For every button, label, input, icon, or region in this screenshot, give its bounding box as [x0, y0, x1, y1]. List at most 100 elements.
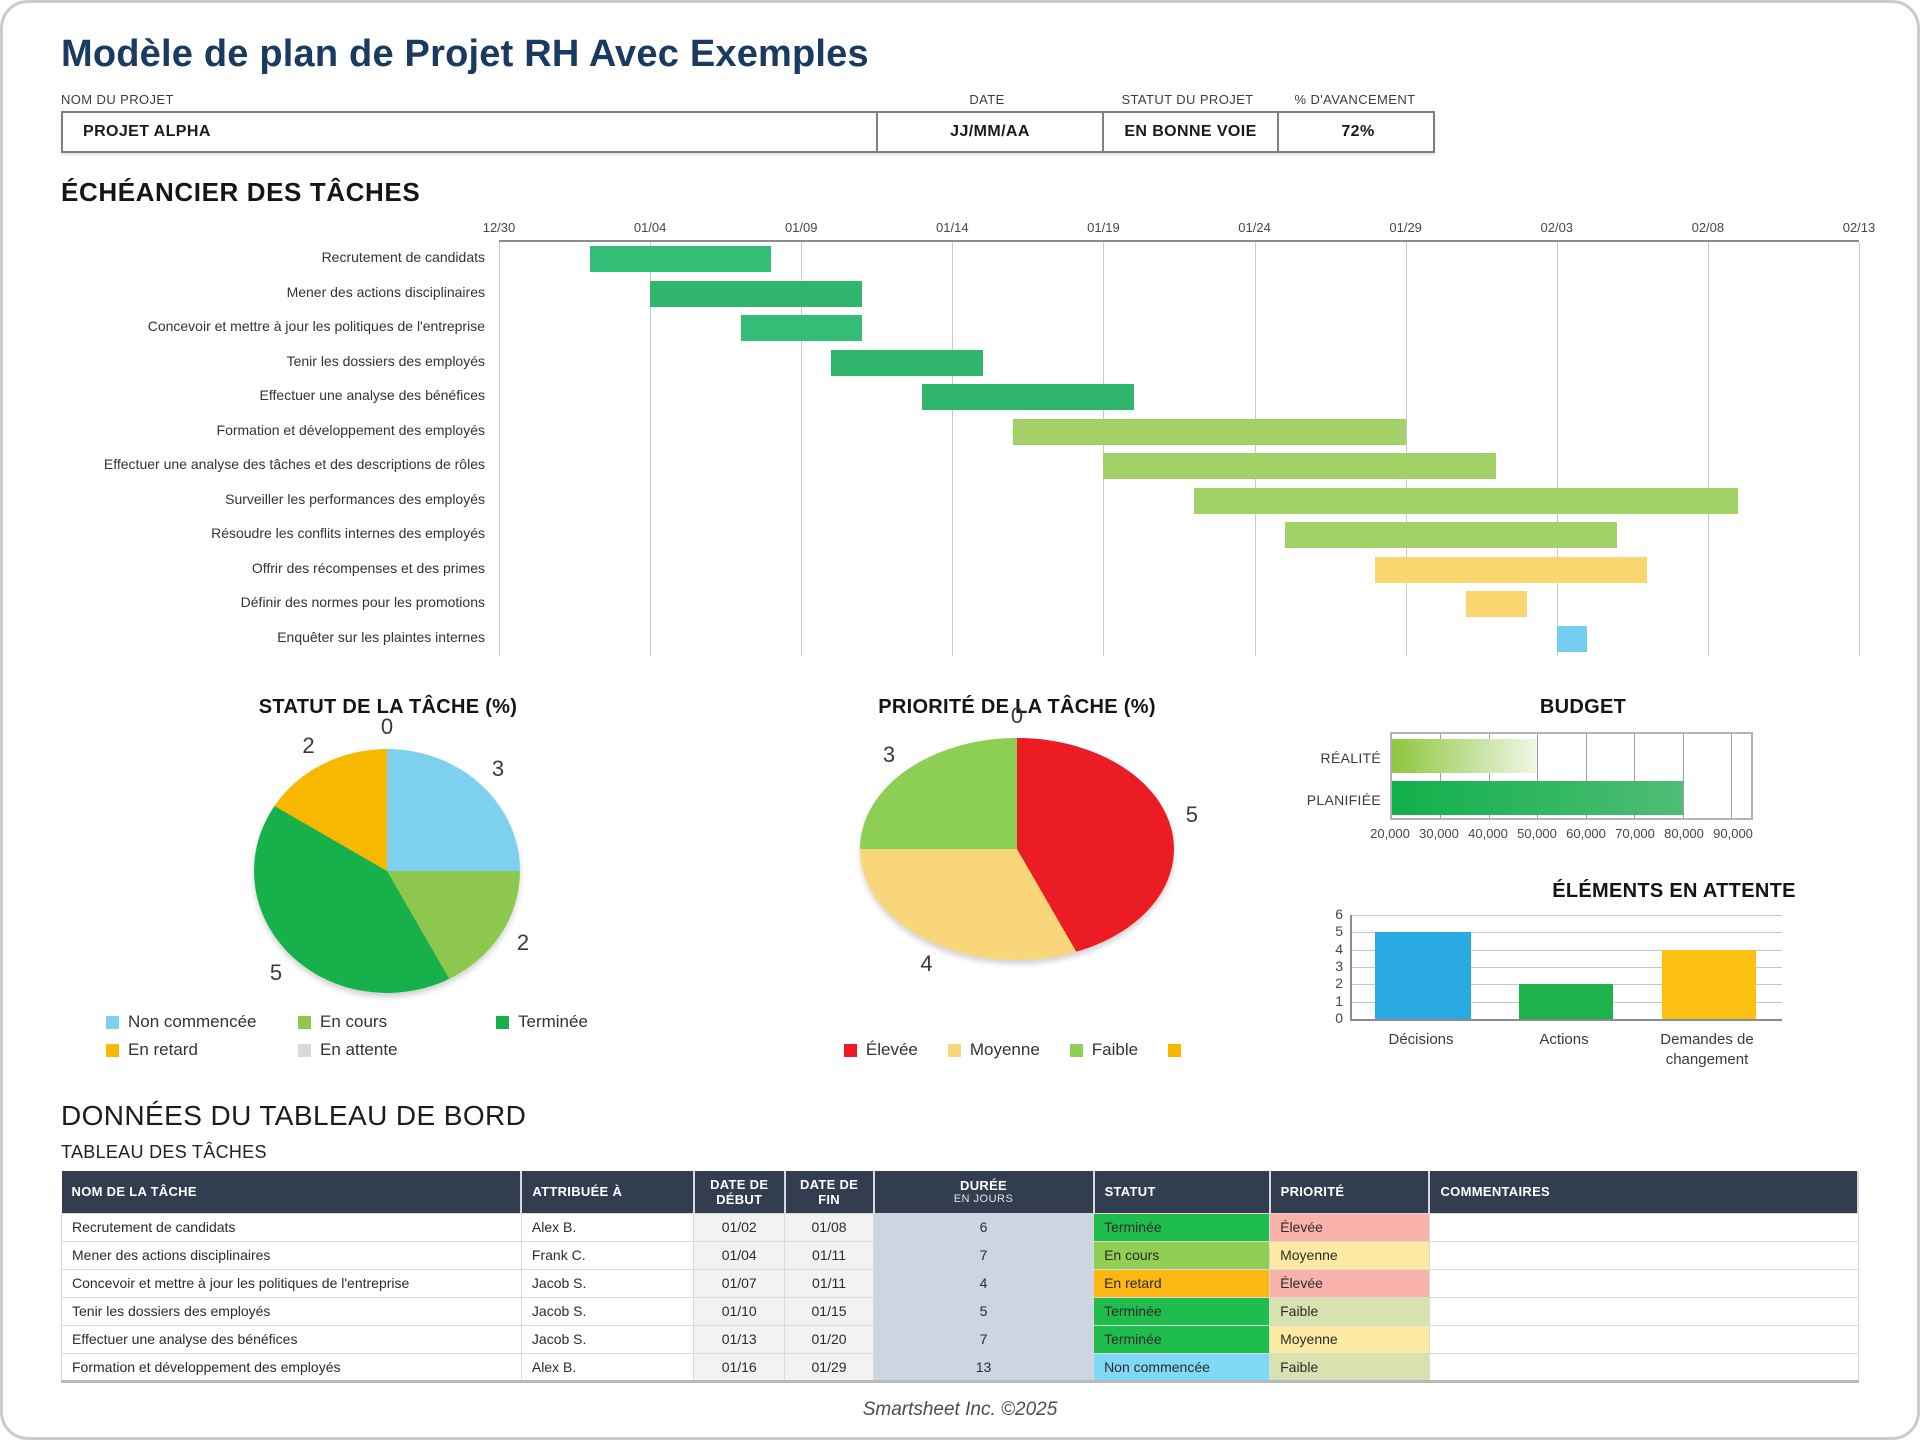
gantt-axis: 12/30 01/04 01/09 01/14 01/19 01/24 01/29 02/03… — [483, 218, 1876, 240]
gantt-axis-tick: 02/08 — [1691, 220, 1725, 235]
pending-y-tick: 4 — [1335, 940, 1343, 957]
budget-gridline — [1585, 734, 1587, 818]
cell-comments — [1428, 1352, 1859, 1382]
cell-duration: 6 — [872, 1212, 1095, 1242]
cell-start-date: 01/04 — [693, 1240, 786, 1270]
pie-slice-value: 0 — [1010, 703, 1024, 728]
cell-priority: Moyenne — [1269, 1324, 1430, 1354]
cell-assignee: Jacob S. — [520, 1268, 695, 1298]
cell-end-date: 01/20 — [784, 1324, 874, 1354]
project-name-value[interactable]: PROJET ALPHA — [83, 123, 211, 140]
status-pie-title: STATUT DE LA TÂCHE (%) — [258, 696, 518, 718]
budget-bar — [1392, 781, 1683, 815]
pending-y-tick: 1 — [1335, 992, 1343, 1009]
gantt-task-label: Concevoir et mettre à jour les politique… — [147, 318, 485, 335]
gantt-task-label: Tenir les dossiers des employés — [286, 352, 485, 369]
budget-axis-tick: 80,000 — [1664, 826, 1704, 841]
project-date-value[interactable]: JJ/MM/AA — [876, 113, 1102, 151]
gantt-axis-row: 12/30 01/04 01/09 01/14 01/19 01/24 01/29 02/03… — [61, 218, 1876, 240]
project-status-value[interactable]: EN BONNE VOIE — [1102, 113, 1277, 151]
pending-y-tick: 0 — [1335, 1010, 1343, 1026]
cell-start-date: 01/10 — [693, 1296, 786, 1326]
pending-x-tick: Actions — [1539, 1031, 1589, 1048]
legend-item: Moyenne — [947, 1040, 1040, 1060]
pie-slice-value: 3 — [491, 756, 505, 782]
gantt-gridline — [1707, 242, 1709, 656]
gantt-gridline — [1556, 242, 1558, 656]
table-row: Recrutement de candidats Alex B. 01/02 01/0… — [61, 1212, 1859, 1242]
gantt-bar — [1466, 591, 1527, 617]
budget-category-planned: PLANIFIÉE — [1306, 792, 1381, 808]
gantt-bar — [922, 384, 1134, 410]
pending-title: ÉLÉMENTS EN ATTENTE — [1552, 880, 1796, 902]
cell-comments — [1428, 1212, 1859, 1242]
budget-gridline — [1537, 734, 1539, 818]
cell-duration: 7 — [872, 1240, 1095, 1270]
project-date-label: DATE — [969, 92, 1005, 107]
gantt-axis-tick: 02/13 — [1842, 220, 1876, 235]
pending-gridline — [1352, 915, 1782, 916]
gantt-chart: 12/30 01/04 01/09 01/14 01/19 01/24 01/29 02/03… — [61, 218, 1876, 656]
col-duration: DURÉE EN JOURS — [873, 1171, 1095, 1213]
cell-status: En retard — [1093, 1268, 1271, 1298]
gantt-bar — [589, 246, 771, 272]
gantt-section-title: ÉCHÉANCIER DES TÂCHES — [61, 177, 421, 207]
cell-status: Terminée — [1093, 1296, 1271, 1326]
cell-task-name: Formation et développement des employés — [61, 1352, 522, 1382]
legend-item: En cours — [298, 1012, 496, 1032]
legend-swatch-icon — [106, 1043, 119, 1057]
priority-pie-graphic — [860, 738, 1174, 960]
legend-label: En cours — [320, 1012, 388, 1031]
col-comments: COMMENTAIRES — [1429, 1171, 1859, 1213]
cell-start-date: 01/02 — [693, 1212, 786, 1242]
cell-comments — [1428, 1240, 1859, 1270]
table-row: Mener des actions disciplinaires Frank C.… — [61, 1240, 1859, 1270]
pending-y-tick: 5 — [1335, 923, 1343, 940]
pending-y-tick: 3 — [1335, 958, 1343, 974]
cell-task-name: Recrutement de candidats — [61, 1212, 522, 1242]
pending-gridline — [1352, 932, 1782, 934]
cell-assignee: Alex B. — [520, 1352, 695, 1382]
legend-swatch-icon — [843, 1043, 857, 1057]
gantt-gridline — [1405, 242, 1407, 656]
project-progress-label: % D'AVANCEMENT — [1294, 92, 1416, 107]
gantt-bar — [1012, 418, 1406, 445]
gantt-axis-tick: 01/19 — [1087, 220, 1120, 235]
cell-task-name: Effectuer une analyse des bénéfices — [61, 1324, 522, 1354]
task-table: NOM DE LA TÂCHE ATTRIBUÉE À DATE DE DÉBU… — [61, 1171, 1859, 1383]
gantt-body: Recrutement de candidats Mener des action… — [61, 240, 1860, 656]
gantt-task-label: Résoudre les conflits internes des emplo… — [211, 525, 485, 542]
pending-y-tick: 2 — [1335, 975, 1343, 992]
status-pie: 3 2 5 2 0 — [254, 714, 529, 993]
cell-start-date: 01/13 — [693, 1324, 786, 1354]
legend-item: Élevée — [843, 1040, 918, 1060]
budget-axis-tick: 40,000 — [1468, 826, 1508, 841]
budget-plot — [1390, 732, 1753, 820]
cell-duration: 5 — [872, 1296, 1095, 1326]
cell-assignee: Frank C. — [520, 1240, 695, 1270]
budget-axis-tick: 60,000 — [1566, 826, 1606, 841]
budget-bar — [1392, 739, 1538, 773]
project-info: NOM DU PROJET DATE STATUT DU PROJET % D'… — [61, 92, 1435, 153]
pie-slice-value: 3 — [882, 741, 896, 767]
gantt-gridline — [1103, 242, 1105, 656]
project-progress-value[interactable]: 72% — [1277, 113, 1437, 151]
gantt-gridline — [1254, 242, 1256, 656]
pie-slice-value: 2 — [302, 733, 315, 759]
col-end-date: DATE DE FIN — [784, 1171, 875, 1213]
table-row: Effectuer une analyse des bénéfices Jacob… — [61, 1324, 1859, 1354]
page-title: Modèle de plan de Projet RH Avec Exemple… — [61, 33, 869, 75]
pending-y-tick: 6 — [1335, 906, 1343, 922]
gantt-axis-tick: 01/04 — [633, 220, 667, 235]
gantt-task-label: Enquêter sur les plaintes internes — [277, 628, 485, 645]
legend-item: Faible — [1069, 1040, 1138, 1060]
gantt-bar — [1556, 625, 1587, 652]
gantt-axis-tick: 02/03 — [1540, 220, 1574, 235]
budget-gridline — [1488, 734, 1490, 818]
gantt-task-label: Effectuer une analyse des bénéfices — [259, 387, 485, 404]
pending-bar — [1375, 932, 1471, 1019]
status-pie-graphic — [254, 749, 520, 993]
legend-item: En retard — [106, 1040, 298, 1060]
priority-pie-legend: Élevée Moyenne Faible — [717, 1040, 1317, 1060]
